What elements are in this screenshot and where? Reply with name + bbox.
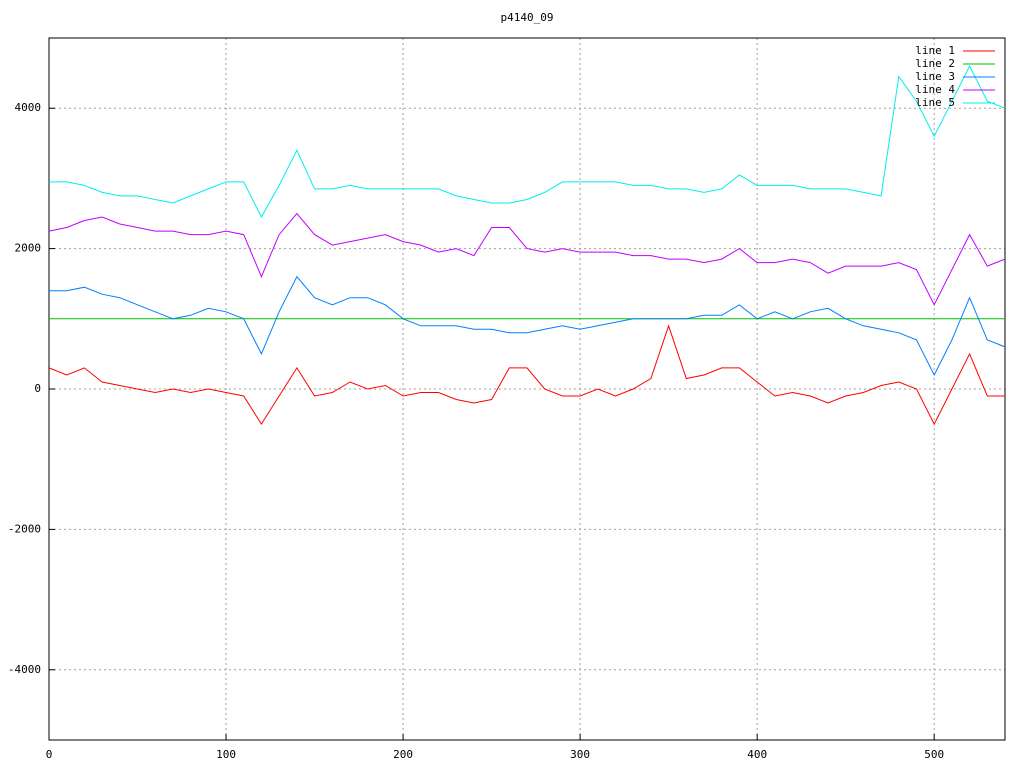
y-tick-label: 4000	[15, 101, 42, 114]
y-tick-label: 2000	[15, 242, 42, 255]
x-tick-label: 100	[216, 748, 236, 761]
y-tick-label: -2000	[8, 522, 41, 535]
legend-label: line 3	[915, 70, 955, 83]
data-line	[48, 324, 1005, 426]
data-line	[49, 275, 1006, 377]
data-line	[49, 64, 1006, 219]
chart-title: p4140_09	[501, 11, 554, 24]
legend-label: line 4	[915, 83, 955, 96]
y-tick-label: -4000	[8, 663, 41, 676]
data-line	[48, 212, 1006, 306]
plot-border	[48, 37, 1006, 741]
legend-label: line 5	[915, 96, 955, 109]
x-tick-label: 200	[393, 748, 413, 761]
x-tick-label: 500	[924, 748, 944, 761]
x-tick-label: 400	[747, 748, 767, 761]
x-tick-label: 0	[46, 748, 53, 761]
y-tick-label: 0	[34, 382, 41, 395]
legend-label: line 2	[915, 57, 955, 70]
x-tick-label: 300	[570, 748, 590, 761]
legend-label: line 1	[915, 44, 955, 57]
